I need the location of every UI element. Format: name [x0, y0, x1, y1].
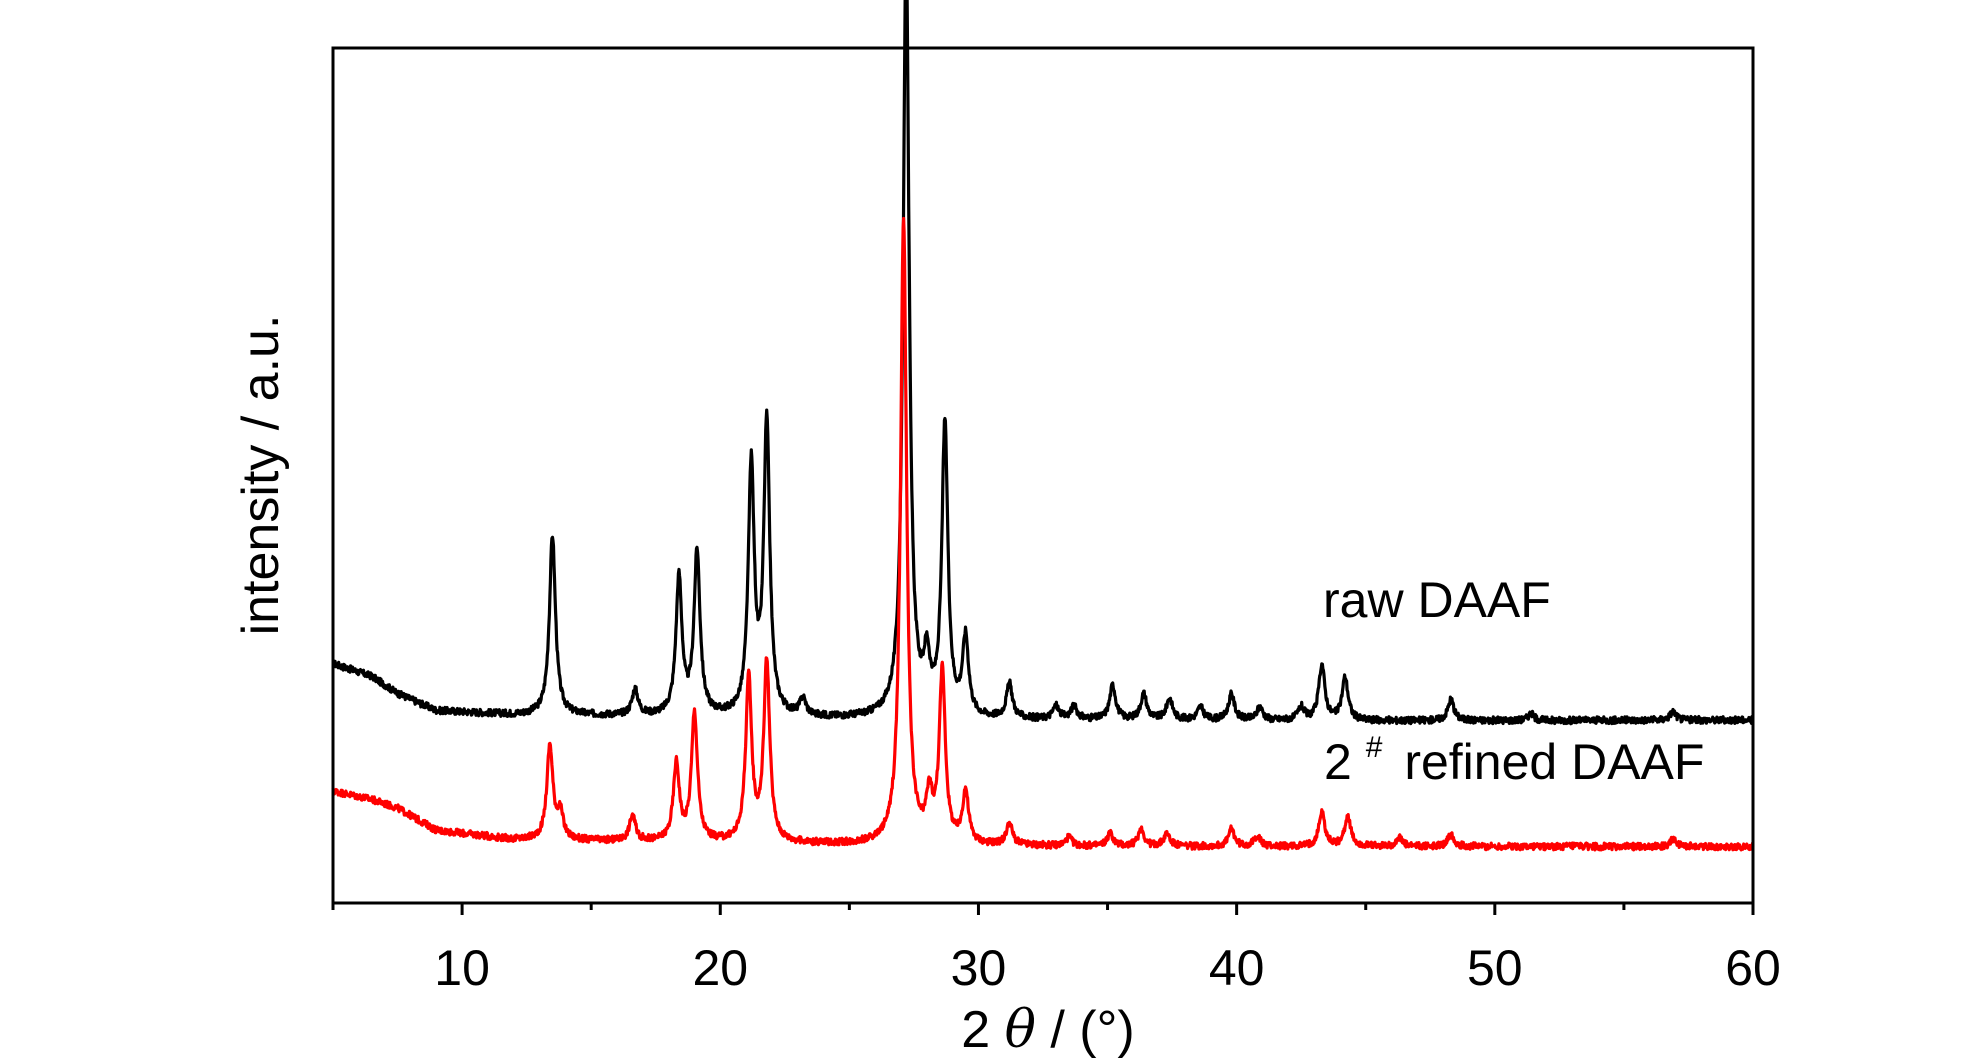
series-label-raw-daaf: raw DAAF [1323, 572, 1551, 628]
series-label-refined-sup: # [1366, 731, 1383, 764]
x-axis-label: 2 θ / (°) [961, 1000, 1134, 1060]
x-axis-tick-labels: 10 20 30 40 50 60 [434, 940, 1781, 996]
x-tick-label: 60 [1725, 940, 1781, 996]
series-label-raw-daaf-text: raw DAAF [1323, 572, 1551, 628]
x-tick-label: 30 [951, 940, 1007, 996]
x-tick-label: 20 [692, 940, 748, 996]
plot-frame [331, 46, 1755, 905]
x-tick-label: 50 [1467, 940, 1523, 996]
x-axis-label-theta: θ [1005, 1000, 1036, 1060]
series-label-refined-text: refined DAAF [1404, 734, 1704, 790]
x-axis-ticks [331, 903, 1755, 915]
x-tick-label: 40 [1209, 940, 1265, 996]
series-line-raw-daaf [331, 0, 1755, 726]
series-label-refined-daaf: 2 # refined DAAF [1324, 712, 1704, 790]
series-label-refined-number: 2 [1324, 734, 1352, 790]
y-axis-label: intensity / a.u. [232, 315, 290, 636]
x-tick-label: 10 [434, 940, 490, 996]
series-line-refined-daaf [331, 216, 1755, 852]
plot-content [331, 0, 1755, 852]
x-axis-label-unit: / (°) [1050, 1001, 1134, 1059]
x-axis-label-number: 2 [961, 1001, 990, 1059]
